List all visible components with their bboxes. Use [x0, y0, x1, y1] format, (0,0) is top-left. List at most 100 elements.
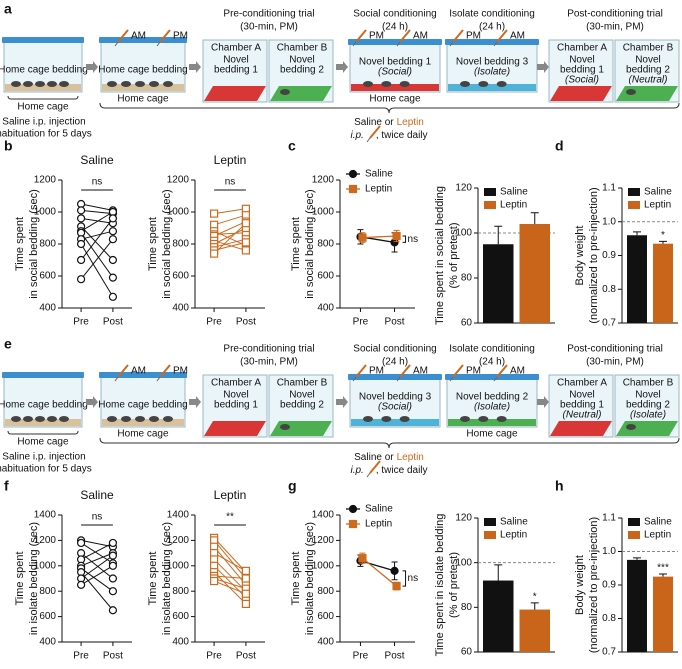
treatment-drug: Leptin [397, 452, 424, 463]
injection: AM [510, 366, 525, 377]
cage-lid [2, 372, 84, 378]
y-axis-label: Body weight [574, 555, 586, 615]
arrow [537, 61, 549, 73]
needle [156, 41, 161, 47]
panel-letter: a [4, 1, 12, 17]
needle [366, 472, 371, 478]
marker [209, 249, 219, 258]
stage-title: Isolate conditioning [449, 9, 535, 20]
chart-title: Saline [80, 153, 114, 167]
marker [108, 227, 118, 236]
y-axis-label: Time spent [290, 551, 302, 605]
subject-line [213, 540, 247, 579]
bar [483, 244, 514, 323]
bedding-label: (Neutral) [629, 75, 668, 86]
treatment-text: Saline or [354, 117, 394, 128]
subject-line [213, 238, 247, 248]
habituation: Saline i.p. injection [2, 117, 85, 128]
arrow [189, 61, 201, 73]
error-bar [494, 564, 503, 581]
y-tick-label: 1000 [167, 207, 190, 218]
y-tick-label: 600 [172, 611, 189, 622]
bracket [7, 95, 79, 100]
injection: PM [173, 366, 188, 377]
y-tick-label: 100 [455, 228, 472, 239]
arrow [189, 396, 201, 408]
bedding-label: Novel [223, 55, 249, 66]
subject-line [213, 214, 247, 226]
chamber-floor [616, 86, 678, 101]
subject-line [81, 209, 113, 215]
y-tick-label: 80 [461, 273, 473, 284]
mouse [363, 416, 373, 422]
brace [99, 437, 680, 449]
subject-line [80, 238, 114, 280]
y-axis-label: in isolate bedding (sec) [161, 522, 173, 635]
mouse [11, 81, 21, 87]
subject-line [213, 537, 247, 573]
chamber-floor [270, 86, 332, 101]
subject-line [213, 580, 247, 595]
needle [396, 376, 401, 382]
bedding-label: Home cage bedding [0, 65, 88, 76]
y-axis-label: in social bedding (sec) [304, 189, 316, 298]
x-tick-label: Post [103, 317, 123, 328]
bedding-label: (Social) [565, 75, 599, 86]
y-axis-label: Time spent [147, 217, 159, 271]
cage-lid [445, 39, 539, 45]
error-bar [494, 225, 503, 245]
chart-title: Saline [80, 488, 114, 502]
y-tick-label: 0.9 [602, 250, 616, 261]
needle [114, 41, 119, 47]
panel-letter: b [4, 138, 13, 154]
stage-title: Social conditioning [353, 9, 436, 20]
chamber-floor [204, 421, 266, 436]
y-tick-label: 800 [39, 586, 56, 597]
syringe [159, 364, 171, 378]
subject-line [80, 565, 114, 586]
marker [241, 589, 251, 598]
bedding-label: Novel [569, 55, 595, 66]
x-tick-label: Post [385, 651, 405, 662]
chart-title: Leptin [214, 488, 247, 502]
significance: ns [225, 177, 236, 188]
syringe [355, 29, 367, 43]
y-tick-label: 1200 [167, 175, 190, 186]
bar [627, 235, 647, 323]
y-tick-label: 60 [461, 647, 473, 658]
y-tick-label: 400 [172, 303, 189, 314]
injection: AM [510, 31, 525, 42]
x-tick-label: Post [236, 317, 256, 328]
marker [76, 206, 86, 215]
mouse [107, 81, 117, 87]
injection: AM [131, 366, 146, 377]
bedding [448, 419, 536, 426]
bracket [7, 430, 79, 435]
y-tick-label: 1400 [167, 510, 190, 521]
error-bar [530, 602, 539, 610]
legend-label: Saline [500, 517, 528, 528]
marker [241, 219, 251, 228]
subject-line [80, 230, 114, 240]
bar [483, 580, 514, 652]
y-tick-label: 1400 [312, 510, 335, 521]
mouse [23, 416, 33, 422]
subject-line [80, 552, 114, 567]
bar [653, 576, 673, 652]
mouse [460, 81, 470, 87]
bedding-label: (Social) [378, 67, 412, 78]
subject-line [80, 218, 114, 261]
chamber-floor [550, 421, 612, 436]
bedding [102, 419, 184, 426]
marker [108, 255, 118, 265]
chamber-name: Chamber B [277, 43, 328, 54]
subject-line [80, 552, 114, 579]
bedding-label: Novel [289, 390, 315, 401]
cage-label: Home cage [369, 94, 421, 105]
y-tick-label: 60 [461, 318, 473, 329]
marker [76, 255, 86, 265]
bedding [5, 419, 81, 426]
needle [352, 376, 357, 382]
y-tick-label: 400 [39, 303, 56, 314]
y-tick-label: 400 [317, 303, 334, 314]
